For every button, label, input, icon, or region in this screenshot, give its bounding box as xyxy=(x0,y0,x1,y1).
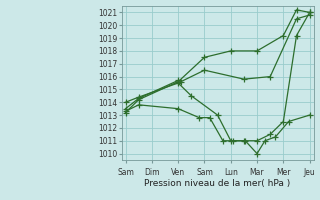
X-axis label: Pression niveau de la mer( hPa ): Pression niveau de la mer( hPa ) xyxy=(144,179,291,188)
